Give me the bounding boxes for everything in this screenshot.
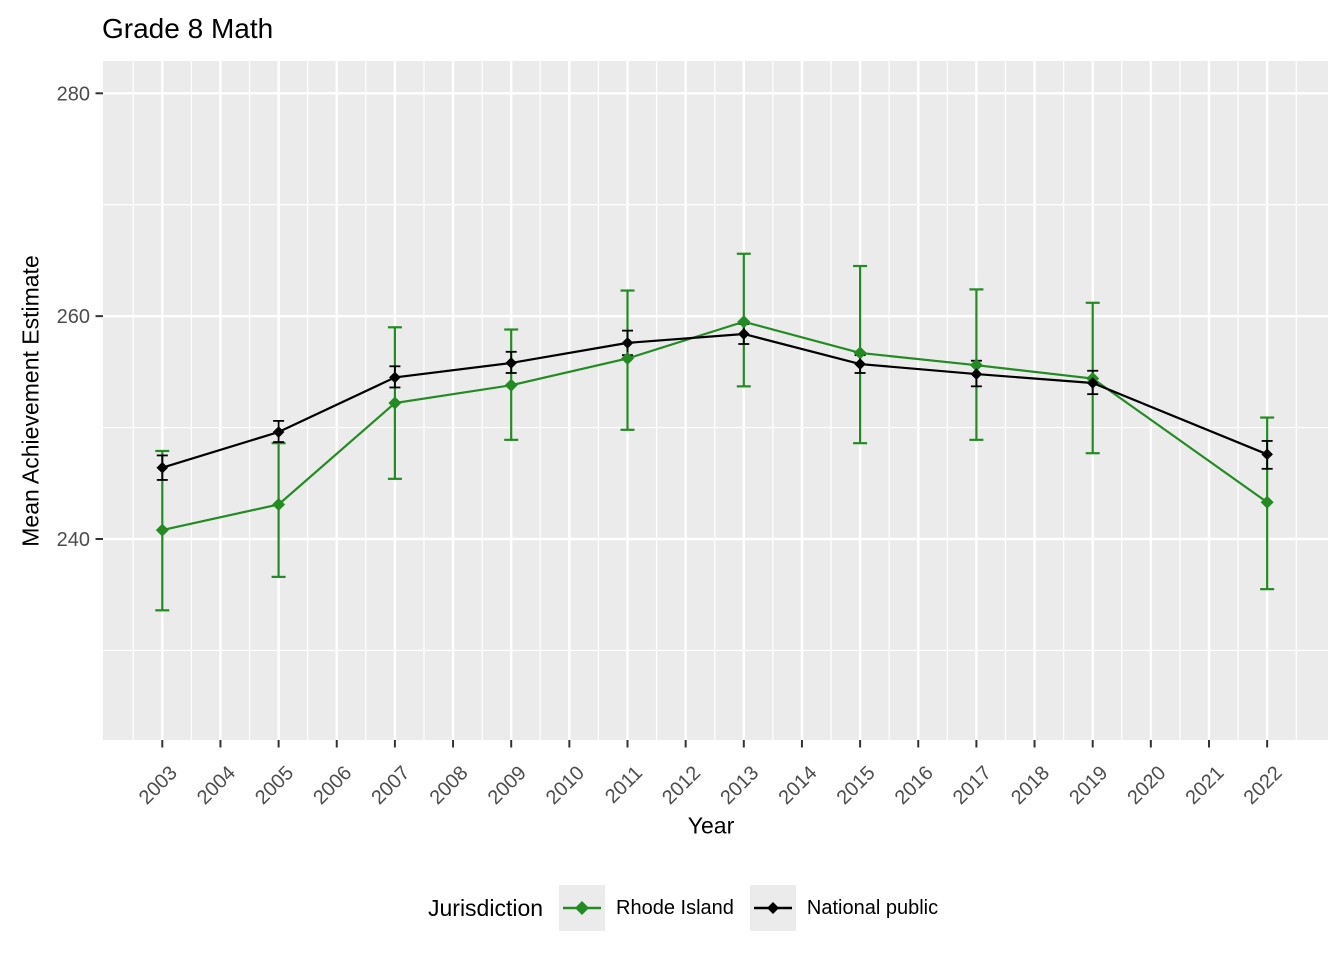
data-point-national-public (272, 426, 285, 438)
legend-label-national-public: National public (806, 896, 939, 919)
data-point-rhode-island (1260, 495, 1274, 509)
pointrange-icon (753, 902, 792, 914)
x-tick-label: 2018 (1007, 762, 1054, 809)
chart-title: Grade 8 Math (102, 13, 274, 44)
x-tick-label: 2006 (309, 762, 356, 809)
x-tick-label: 2016 (891, 762, 938, 809)
x-tick-label: 2011 (601, 762, 647, 808)
series-line-national-public (161, 332, 1268, 469)
series-line-rhode-island (162, 320, 1268, 532)
data-point-rhode-island (737, 315, 751, 329)
data-point-rhode-island (388, 396, 402, 410)
data-point-rhode-island (504, 378, 518, 392)
x-tick-label: 2020 (1123, 762, 1170, 809)
legend-title: Jurisdiction (428, 894, 544, 921)
data-point-national-public (621, 337, 634, 349)
legend-label-rhode-island: Rhode Island (616, 896, 734, 919)
data-point-national-public (970, 368, 983, 380)
data-point-national-public (738, 328, 750, 340)
data-point-national-public (505, 357, 517, 369)
x-tick-label: 2009 (484, 762, 531, 809)
x-tick-label: 2008 (426, 762, 473, 809)
x-axis-title: Year (687, 812, 735, 839)
x-tick-label: 2014 (774, 762, 821, 809)
x-tick-label: 2012 (658, 762, 705, 809)
data-point-national-public (1261, 448, 1273, 461)
x-tick-label: 2005 (251, 762, 298, 809)
data-point-national-public (389, 371, 401, 384)
data-point-national-public (156, 461, 169, 474)
data-point-rhode-island (155, 523, 169, 537)
data-point-rhode-island (272, 497, 286, 511)
x-tick-label: 2019 (1065, 762, 1112, 809)
data-point-rhode-island (853, 346, 867, 360)
x-tick-label: 2015 (833, 762, 880, 809)
legend-key-national-public (749, 885, 796, 931)
legend: Jurisdiction Rhode Island National publi… (428, 884, 954, 932)
plot-panel (103, 61, 1328, 740)
y-tick-label: 280 (57, 83, 90, 105)
data-point-rhode-island (621, 351, 634, 365)
y-tick-label: 260 (57, 306, 90, 328)
x-tick-label: 2013 (716, 762, 763, 809)
x-tick-label: 2003 (135, 762, 182, 809)
y-tick-label: 240 (57, 529, 90, 551)
x-tick-label: 2017 (949, 762, 996, 809)
data-point-national-public (1086, 377, 1099, 389)
data-point-national-public (854, 358, 866, 370)
x-tick-label: 2004 (193, 762, 240, 809)
x-tick-label: 2007 (367, 762, 414, 809)
pointrange-icon (563, 901, 602, 915)
x-tick-label: 2010 (542, 762, 589, 809)
x-tick-label: 2021 (1182, 762, 1229, 809)
y-axis-title: Mean Achievement Estimate (17, 255, 44, 547)
legend-key-rhode-island (559, 885, 606, 931)
data-point-rhode-island (969, 358, 983, 372)
x-tick-label: 2022 (1240, 762, 1287, 809)
